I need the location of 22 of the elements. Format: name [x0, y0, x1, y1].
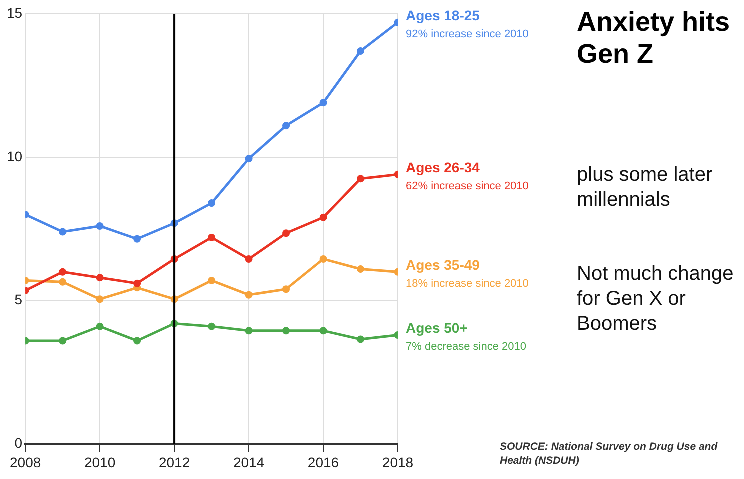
text: 7% decrease since 2010: [406, 341, 526, 354]
x-tick-label: 2018: [382, 454, 414, 470]
source-note: SOURCE: National Survey on Drug Use and Health (NSDUH): [500, 440, 719, 468]
text: 62% increase since 2010: [406, 180, 529, 193]
text: 18% increase since 2010: [406, 278, 529, 290]
x-tick-label: 2008: [10, 454, 42, 470]
y-tick-label: 10: [6, 148, 23, 164]
series-label: Ages 26-34: [406, 159, 480, 176]
text: Anxiety hits Gen Z: [577, 6, 732, 70]
series-label: Ages 35-49: [406, 256, 480, 273]
text: plus some later millennials: [577, 163, 714, 213]
series-label: Ages 18-25: [406, 7, 480, 24]
x-tick-label: 2010: [84, 454, 116, 470]
x-tick-label: 2014: [233, 454, 265, 470]
text: 92% increase since 2010: [406, 28, 529, 41]
y-tick-label: 0: [14, 435, 23, 452]
y-tick-label: 5: [14, 292, 23, 308]
x-tick-label: 2012: [158, 454, 190, 470]
series-label: Ages 50+: [406, 320, 468, 336]
y-tick-label: 15: [6, 4, 23, 21]
text: Not much change for Gen X or Boomers: [577, 262, 735, 337]
x-tick-label: 2016: [308, 454, 340, 470]
